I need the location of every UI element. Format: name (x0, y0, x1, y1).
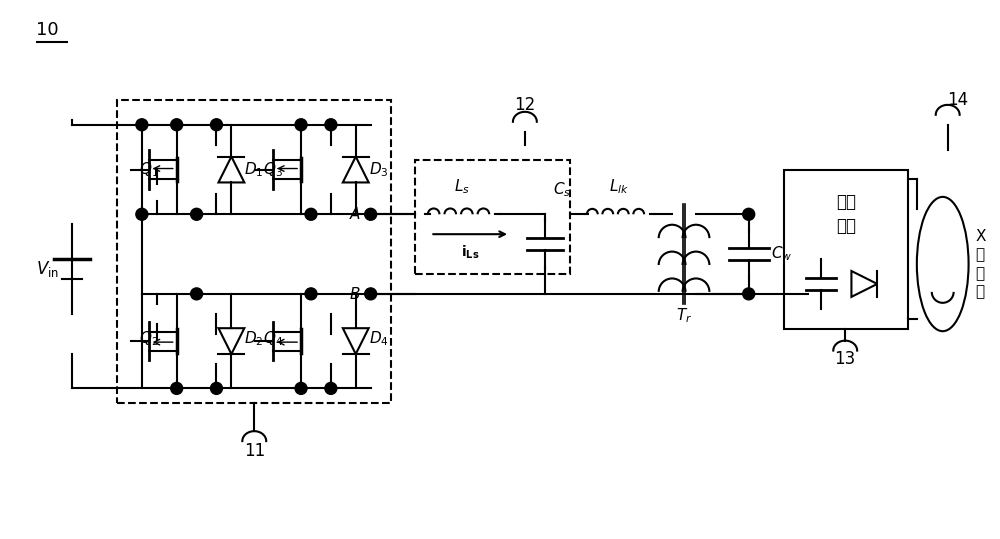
Circle shape (305, 288, 317, 300)
Circle shape (171, 119, 183, 131)
Text: $Q_3$: $Q_3$ (263, 160, 283, 179)
Text: $C_s$: $C_s$ (553, 181, 571, 199)
Text: 12: 12 (514, 96, 535, 114)
FancyBboxPatch shape (784, 170, 908, 329)
Text: $L_s$: $L_s$ (454, 177, 470, 196)
Circle shape (191, 208, 203, 220)
Circle shape (365, 208, 377, 220)
Text: $B$: $B$ (349, 286, 361, 302)
Text: X
射
线
管: X 射 线 管 (976, 229, 986, 300)
Text: 14: 14 (947, 91, 968, 109)
Text: $L_{lk}$: $L_{lk}$ (609, 177, 629, 196)
Circle shape (365, 288, 377, 300)
Circle shape (136, 208, 148, 220)
Text: $C_w$: $C_w$ (771, 245, 792, 264)
Text: $D_1$: $D_1$ (244, 160, 263, 179)
Text: $T_r$: $T_r$ (676, 307, 692, 326)
Circle shape (743, 208, 755, 220)
Text: 13: 13 (835, 349, 856, 368)
Circle shape (325, 382, 337, 395)
Circle shape (136, 119, 148, 131)
Circle shape (325, 119, 337, 131)
Text: 倍压
整流: 倍压 整流 (836, 194, 856, 235)
Text: $A$: $A$ (349, 206, 361, 222)
Circle shape (191, 288, 203, 300)
Text: $Q_4$: $Q_4$ (263, 329, 283, 348)
Circle shape (295, 119, 307, 131)
Text: $D_3$: $D_3$ (369, 160, 388, 179)
Text: 11: 11 (244, 442, 265, 460)
Text: $D_4$: $D_4$ (369, 329, 389, 348)
Circle shape (171, 382, 183, 395)
Text: $D_2$: $D_2$ (244, 329, 263, 348)
Circle shape (295, 382, 307, 395)
Text: 10: 10 (36, 21, 59, 39)
Circle shape (210, 119, 222, 131)
Text: $\mathbf{i}_{\mathbf{Ls}}$: $\mathbf{i}_{\mathbf{Ls}}$ (461, 244, 479, 261)
Circle shape (210, 382, 222, 395)
Text: $Q_1$: $Q_1$ (139, 160, 159, 179)
Text: $Q_2$: $Q_2$ (139, 329, 159, 348)
Text: $V_{\rm in}$: $V_{\rm in}$ (36, 259, 59, 279)
Circle shape (305, 208, 317, 220)
Circle shape (743, 288, 755, 300)
